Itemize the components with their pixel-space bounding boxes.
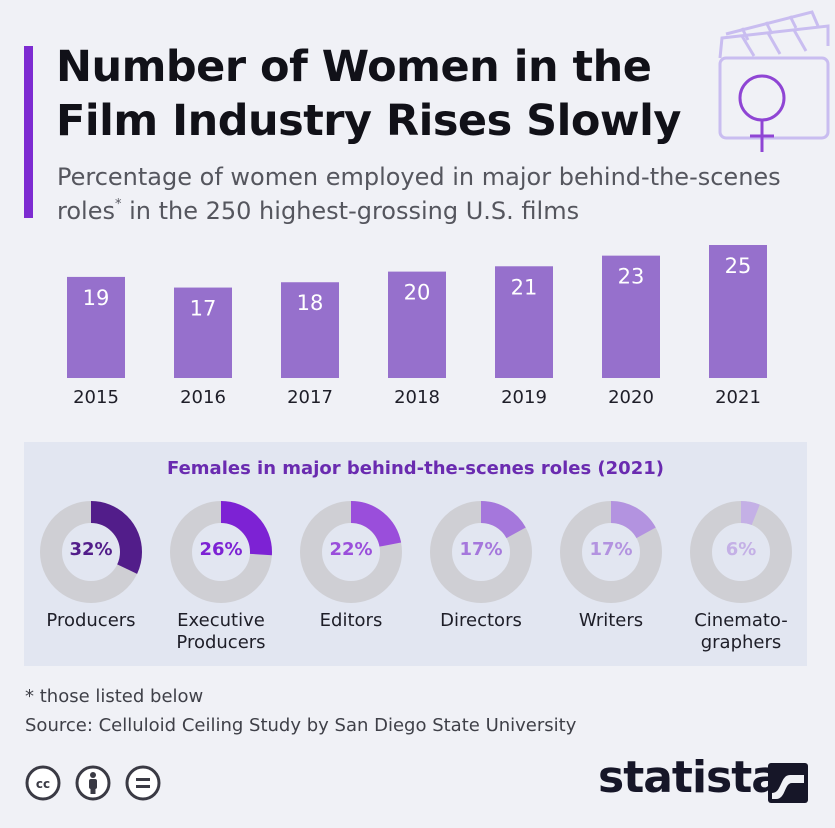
donut-slice (170, 501, 272, 603)
donut-editors: 22% (299, 500, 403, 604)
clapperboard-venus-icon (718, 10, 830, 152)
bar-2019 (495, 266, 553, 378)
cc-icon[interactable]: cc (25, 765, 61, 801)
donut-value-label: 17% (459, 539, 503, 560)
x-tick-label: 2021 (715, 387, 761, 408)
donut-slice (300, 501, 402, 603)
bar-2020 (602, 255, 660, 378)
bar-value-label: 23 (618, 265, 645, 289)
donut-value-label: 22% (329, 539, 373, 560)
bar-value-label: 19 (83, 286, 110, 310)
statista-logo-icon[interactable] (768, 763, 808, 803)
subtitle-text-2: in the 250 highest-grossing U.S. films (121, 197, 580, 225)
donut-executive-producers: 26% (169, 500, 273, 604)
subtitle-text-1: Percentage of women employed in major be… (57, 163, 781, 225)
title-accent-bar (24, 46, 33, 218)
x-tick-label: 2017 (287, 387, 333, 408)
donut-category-label: Producers (46, 610, 136, 631)
x-tick-label: 2020 (608, 387, 654, 408)
bar-value-label: 20 (404, 281, 431, 305)
no-derivatives-icon[interactable] (125, 765, 161, 801)
bar-value-label: 25 (725, 254, 752, 278)
donut-slice (690, 501, 792, 603)
donut-producers: 32% (39, 500, 143, 604)
donut-value-label: 17% (589, 539, 633, 560)
roles-panel-title: Females in major behind-the-scenes roles… (167, 458, 664, 479)
donut-value-label: 32% (69, 539, 113, 560)
x-tick-label: 2019 (501, 387, 547, 408)
donut-writers: 17% (559, 500, 663, 604)
chart-subtitle: Percentage of women employed in major be… (57, 160, 827, 228)
roles-panel: Females in major behind-the-scenes roles… (24, 442, 807, 666)
x-tick-label: 2018 (394, 387, 440, 408)
donut-category-label: Directors (440, 610, 522, 631)
donut-value-label: 6% (725, 539, 757, 560)
source-note: Source: Celluloid Ceiling Study by San D… (25, 715, 577, 736)
donut-slice (40, 501, 142, 603)
yearly-bar-chart: 19 2015 17 2016 18 2017 20 2018 21 2019 23 2020 25 20… (67, 245, 767, 408)
chart-title: Number of Women in the Film Industry Ris… (56, 42, 681, 146)
donut-slice (560, 501, 662, 603)
donut-slice (430, 501, 532, 603)
bar-value-label: 18 (297, 291, 324, 315)
attribution-icon[interactable] (75, 765, 111, 801)
bar-2018 (388, 271, 446, 378)
donut-category-label: Writers (578, 610, 644, 631)
donut-category-label: Executive Producers (176, 610, 266, 653)
bar-2016 (174, 287, 232, 378)
bar-value-label: 21 (511, 275, 538, 299)
donut-category-label: Editors (319, 610, 383, 631)
bar-2021 (709, 245, 767, 378)
bar-2015 (67, 276, 125, 378)
footnote: * those listed below (25, 686, 204, 707)
donut-directors: 17% (429, 500, 533, 604)
bar-value-label: 17 (190, 297, 217, 321)
x-tick-label: 2015 (73, 387, 119, 408)
donut-category-label: Cinemato-graphers (694, 610, 788, 653)
statista-logo-text[interactable]: statista (598, 752, 781, 803)
donut-value-label: 26% (199, 539, 243, 560)
subtitle-asterisk: * (114, 197, 122, 212)
svg-text:cc: cc (36, 777, 50, 791)
donut-cinematographers: 6% (689, 500, 793, 604)
bar-2017 (281, 282, 339, 378)
x-tick-label: 2016 (180, 387, 226, 408)
